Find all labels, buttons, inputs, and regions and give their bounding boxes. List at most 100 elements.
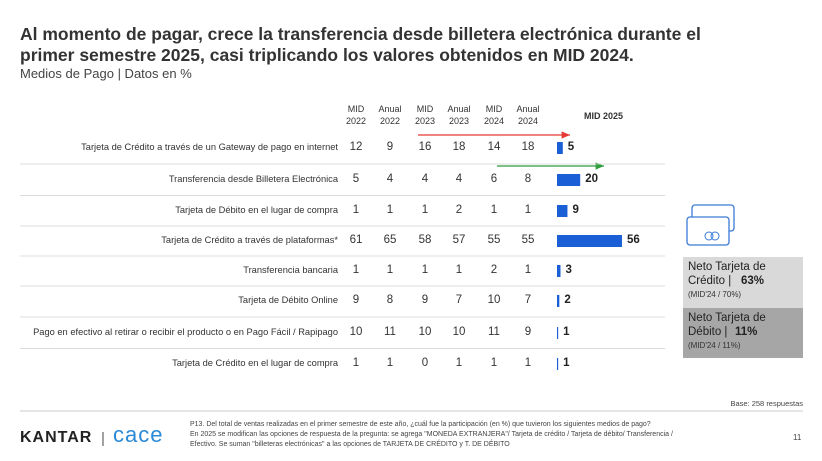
row-label: Transferencia desde Billetera Electrónic… bbox=[168, 174, 338, 184]
bar bbox=[557, 205, 568, 217]
bar-label: 1 bbox=[563, 326, 570, 338]
bar bbox=[557, 327, 559, 339]
bar bbox=[557, 295, 560, 307]
row-label: Pago en efectivo al retirar o recibir el… bbox=[33, 327, 338, 337]
column-header: MID bbox=[416, 104, 434, 114]
cell: 55 bbox=[521, 234, 535, 246]
cell: 11 bbox=[384, 326, 396, 338]
cell: 18 bbox=[452, 141, 466, 153]
cell: 1 bbox=[490, 204, 498, 216]
net-box-bg bbox=[683, 308, 803, 358]
cell: 4 bbox=[421, 173, 429, 185]
footnote: Efectivo. Se suman "billeteras electróni… bbox=[190, 441, 510, 448]
column-header: 2023 bbox=[448, 116, 470, 126]
bar-label: 56 bbox=[626, 234, 640, 246]
net-box-text: Neto Tarjeta de bbox=[688, 261, 766, 273]
cell: 6 bbox=[490, 173, 498, 185]
cell: 14 bbox=[487, 141, 501, 153]
column-header: Anual bbox=[378, 104, 402, 114]
cell: 1 bbox=[524, 357, 532, 369]
partner-logo: cace bbox=[113, 422, 164, 447]
cell: 16 bbox=[418, 141, 432, 153]
net-box-text: Neto Tarjeta de bbox=[688, 312, 766, 324]
cell: 58 bbox=[418, 234, 432, 246]
cell: 61 bbox=[349, 234, 363, 246]
cell: 10 bbox=[452, 326, 466, 338]
cell: 55 bbox=[487, 234, 501, 246]
title: primer semestre 2025, casi triplicando l… bbox=[20, 45, 634, 65]
column-header: Anual bbox=[516, 104, 540, 114]
cell: 1 bbox=[455, 264, 463, 276]
net-box-text: Débito | bbox=[688, 326, 728, 338]
row-label: Transferencia bancaria bbox=[243, 265, 338, 275]
cell: 9 bbox=[386, 141, 394, 153]
cell: 10 bbox=[349, 326, 363, 338]
cell: 1 bbox=[352, 357, 360, 369]
cell: 7 bbox=[455, 294, 463, 306]
cell: 1 bbox=[421, 264, 429, 276]
bar bbox=[557, 265, 561, 277]
bar bbox=[557, 358, 559, 370]
bar-label: 3 bbox=[565, 264, 572, 276]
footnote: P13. Del total de ventas realizadas en e… bbox=[190, 421, 651, 428]
cell: 1 bbox=[524, 204, 532, 216]
brand-logo: KANTAR bbox=[20, 429, 93, 446]
bar bbox=[557, 235, 622, 247]
column-header: 2022 bbox=[379, 116, 401, 126]
cell: 1 bbox=[386, 264, 394, 276]
cell: 12 bbox=[349, 141, 363, 153]
cell: 11 bbox=[488, 326, 500, 338]
column-header: 2022 bbox=[345, 116, 367, 126]
column-header: 2024 bbox=[483, 116, 505, 126]
column-header: 2023 bbox=[414, 116, 436, 126]
bar-label: 5 bbox=[567, 141, 575, 153]
bar-label: 1 bbox=[563, 357, 570, 369]
card-icon bbox=[704, 231, 714, 241]
cell: 9 bbox=[421, 294, 429, 306]
title: Al momento de pagar, crece la transferen… bbox=[20, 24, 701, 44]
row-label: Tarjeta de Crédito a través de plataform… bbox=[161, 235, 338, 245]
cell: 5 bbox=[352, 173, 360, 185]
row-label: Tarjeta de Crédito a través de un Gatewa… bbox=[81, 142, 338, 152]
cell: 18 bbox=[521, 141, 535, 153]
bar-column-header: MID 2025 bbox=[584, 111, 624, 121]
bar bbox=[557, 174, 581, 186]
cell: 2 bbox=[455, 204, 463, 216]
bar-label: 9 bbox=[572, 204, 579, 216]
cell: 9 bbox=[352, 294, 360, 306]
net-box-bg bbox=[683, 257, 803, 308]
bar bbox=[557, 142, 563, 154]
cell: 1 bbox=[352, 264, 360, 276]
bar-label: 2 bbox=[564, 294, 571, 306]
cell: 8 bbox=[386, 294, 394, 306]
footnote: En 2025 se modifican las opciones de res… bbox=[190, 431, 673, 438]
cell: 65 bbox=[383, 234, 397, 246]
cell: 1 bbox=[490, 357, 498, 369]
row-label: Tarjeta de Débito en el lugar de compra bbox=[175, 205, 338, 215]
cell: 1 bbox=[386, 357, 394, 369]
cell: 57 bbox=[452, 234, 466, 246]
cell: 9 bbox=[524, 326, 532, 338]
column-header: MID bbox=[347, 104, 365, 114]
cell: 4 bbox=[386, 173, 394, 185]
base-note: Base: 258 respuestas bbox=[730, 399, 803, 408]
cell: 1 bbox=[455, 357, 463, 369]
cell: 2 bbox=[490, 264, 498, 276]
row-label: Tarjeta de Débito Online bbox=[238, 295, 338, 305]
net-box-value: 63% bbox=[741, 275, 765, 287]
cell: 8 bbox=[524, 173, 532, 185]
net-box-value: 11% bbox=[735, 326, 758, 338]
subtitle: Medios de Pago | Datos en % bbox=[20, 66, 192, 81]
card-icon bbox=[686, 216, 730, 246]
column-header: Anual bbox=[447, 104, 471, 114]
cell: 4 bbox=[455, 173, 463, 185]
cell: 1 bbox=[352, 204, 360, 216]
cell: 1 bbox=[524, 264, 532, 276]
column-header: MID bbox=[485, 104, 503, 114]
cell: 1 bbox=[386, 204, 394, 216]
net-box-text: Crédito | bbox=[688, 275, 732, 287]
row-label: Tarjeta de Crédito en el lugar de compra bbox=[172, 358, 338, 368]
net-box-note: (MID'24 / 70%) bbox=[688, 290, 742, 299]
